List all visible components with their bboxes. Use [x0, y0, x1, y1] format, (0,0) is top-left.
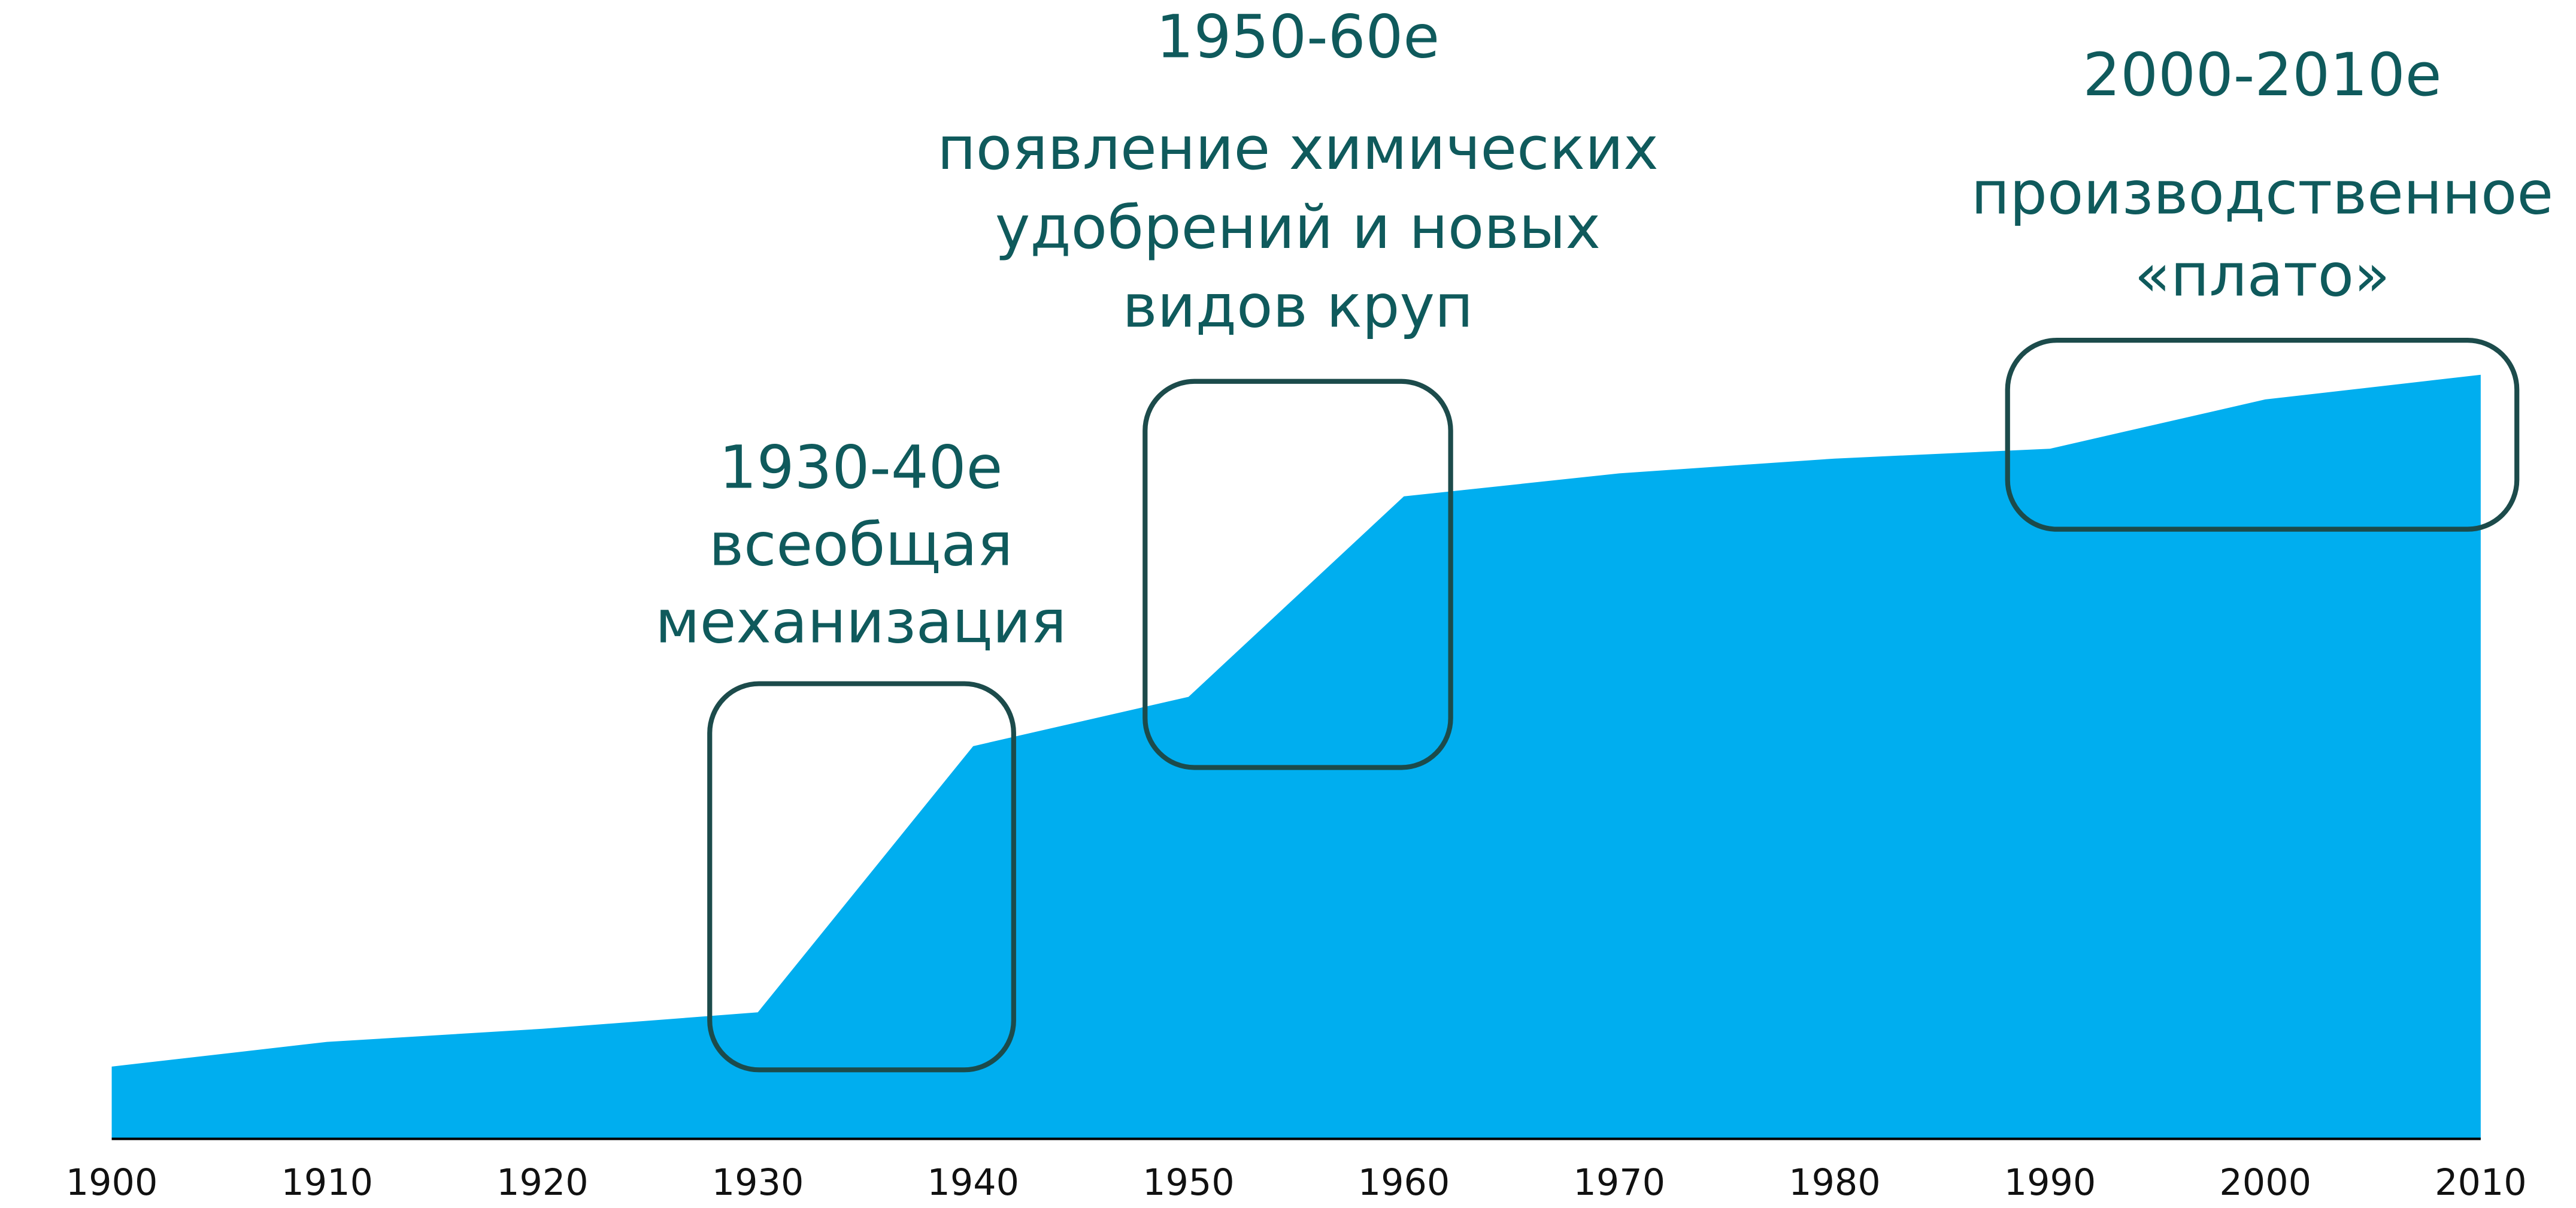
- annotation-period: 1930-40е: [719, 433, 1002, 502]
- x-tick-label: 1980: [1789, 1162, 1881, 1204]
- x-tick-label: 1930: [712, 1162, 804, 1204]
- x-tick-label: 1990: [2004, 1162, 2096, 1204]
- highlight-box: [2005, 338, 2520, 532]
- x-tick-label: 2000: [2219, 1162, 2311, 1204]
- x-tick-label: 2010: [2435, 1162, 2527, 1204]
- annotation-text: механизация: [655, 588, 1066, 656]
- highlight-box: [707, 681, 1016, 1073]
- annotation-period: 1950-60е: [1156, 3, 1439, 72]
- x-tick-label: 1900: [66, 1162, 158, 1204]
- annotation-text: всеобщая: [709, 510, 1013, 579]
- x-tick-label: 1910: [281, 1162, 373, 1204]
- x-tick-label: 1950: [1142, 1162, 1235, 1204]
- highlight-box: [1142, 379, 1453, 770]
- area: [111, 374, 2481, 1139]
- annotation-text: удобрений и новых: [995, 193, 1601, 262]
- x-tick-label: 1920: [496, 1162, 589, 1204]
- annotation-text: «плато»: [2134, 241, 2390, 310]
- x-tick-label: 1960: [1358, 1162, 1450, 1204]
- annotation-text: появление химических: [937, 114, 1658, 183]
- annotation-text: видов круп: [1122, 273, 1473, 341]
- x-tick-label: 1940: [927, 1162, 1019, 1204]
- annotation-text: производственное: [1971, 159, 2553, 228]
- annotation-period: 2000-2010е: [2083, 41, 2441, 110]
- x-tick-label: 1970: [1573, 1162, 1665, 1204]
